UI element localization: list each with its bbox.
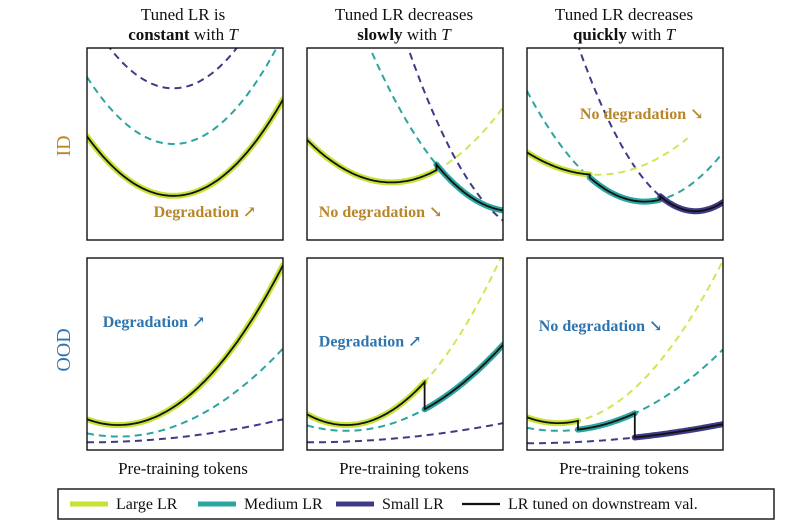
- panel-ood-col3-tuned-lr-line: [527, 411, 723, 439]
- panel-id-col3-annotation: No degradation ↘: [580, 106, 704, 123]
- legend-label-large-lr: Large LR: [116, 496, 178, 513]
- svg-text:quickly with T: quickly with T: [573, 25, 677, 44]
- panel-ood-col1-small-lr-dashed-0: [87, 418, 283, 444]
- panel-ood-col3-annotation: No degradation ↘: [539, 318, 663, 335]
- panel-ood-col1-annotation-text: Degradation: [103, 314, 192, 331]
- panel-id-col2-small-lr-dashed-0: [407, 48, 503, 222]
- panel-id-col2-tuned-lr-line: [307, 139, 503, 212]
- panel-id-col1-annotation-text: Degradation: [154, 204, 243, 221]
- column-title-2-rest: with: [403, 25, 442, 44]
- column-title-3-line1: Tuned LR decreases: [555, 5, 693, 24]
- panel-ood-col1-annotation: Degradation ↗: [103, 314, 206, 331]
- panel-ood-col3: No degradation ↘: [526, 257, 724, 451]
- panel-ood-col3-small-lr-dashed-0: [527, 423, 723, 445]
- legend-box: [57, 488, 775, 520]
- panel-id-col1-frame: [86, 47, 284, 241]
- column-title-1-line1: Tuned LR is: [141, 5, 225, 24]
- panel-id-col2-medium-lr-solid-4: [433, 161, 503, 214]
- panels: Degradation ↗ No degradation ↘No degradat…: [86, 47, 724, 451]
- legend-label-small-lr: Small LR: [382, 496, 444, 513]
- panel-ood-col3-large-lr-dashed-1: [527, 260, 723, 425]
- column-title-1: Tuned LR is constant with T: [128, 5, 239, 44]
- row-label-id: ID: [53, 135, 75, 156]
- x-axis-label-1: Pre-training tokens: [118, 459, 248, 478]
- column-title-2-var: T: [441, 25, 452, 44]
- column-title-1-rest: with: [190, 25, 229, 44]
- column-title-2: Tuned LR decreases slowly with T: [335, 5, 473, 44]
- panel-ood-col3-frame: [526, 257, 724, 451]
- panel-ood-col1-frame: [86, 257, 284, 451]
- column-title-3: Tuned LR decreases quickly with T: [555, 5, 693, 44]
- panel-ood-col2-frame: [306, 257, 504, 451]
- svg-text:constant with T: constant with T: [128, 25, 239, 44]
- column-title-2-emph: slowly: [357, 25, 403, 44]
- panel-id-col3-large-lr-dashed-2: [527, 137, 689, 176]
- legend-label-tuned-lr: LR tuned on downstream val.: [508, 496, 698, 513]
- panel-ood-col1-medium-lr-dashed-1: [87, 347, 283, 438]
- panel-id-col3-frame: [526, 47, 724, 241]
- panel-ood-col1-tuned-lr-line: [87, 264, 283, 426]
- panel-id-col2: No degradation ↘: [306, 47, 504, 241]
- panel-id-col1-tuned-lr-line: [87, 99, 283, 197]
- panel-id-col3-annotation-arrow-icon: ↘: [690, 106, 703, 123]
- panel-ood-col2-annotation: Degradation ↗: [319, 333, 422, 350]
- row-label-ood: OOD: [53, 328, 75, 371]
- panel-id-col2-frame: [306, 47, 504, 241]
- panel-id-col1-annotation: Degradation ↗: [154, 204, 257, 221]
- x-axis-label-3: Pre-training tokens: [559, 459, 689, 478]
- panel-ood-col2: Degradation ↗: [306, 257, 504, 451]
- legend-label-medium-lr: Medium LR: [244, 496, 323, 513]
- panel-id-col2-medium-lr-dashed-1: [368, 48, 503, 212]
- panel-id-col1-annotation-arrow-icon: ↗: [243, 204, 256, 221]
- column-title-3-rest: with: [627, 25, 666, 44]
- panel-ood-col1-annotation-arrow-icon: ↗: [192, 314, 205, 331]
- panel-id-col2-annotation: No degradation ↘: [319, 204, 443, 221]
- x-axis-label-2: Pre-training tokens: [339, 459, 469, 478]
- panel-id-col2-annotation-arrow-icon: ↘: [429, 204, 442, 221]
- panel-ood-col2-annotation-arrow-icon: ↗: [408, 333, 421, 350]
- panel-id-col1-large-lr-solid-2: [87, 96, 283, 199]
- legend: Large LR Medium LR Small LR LR tuned on …: [57, 488, 775, 520]
- column-title-2-line1: Tuned LR decreases: [335, 5, 473, 24]
- column-title-3-emph: quickly: [573, 25, 627, 44]
- panel-ood-col3-annotation-text: No degradation: [539, 318, 649, 335]
- panel-ood-col3-annotation-arrow-icon: ↘: [649, 318, 662, 335]
- panel-ood-col3-medium-lr-solid-4: [575, 410, 638, 433]
- panel-ood-col1-large-lr-solid-2: [87, 262, 283, 428]
- panel-id-col3-large-lr-solid-3: [527, 149, 593, 178]
- column-title-1-var: T: [228, 25, 239, 44]
- panel-id-col3: No degradation ↘: [526, 47, 724, 241]
- panel-id-col1: Degradation ↗: [86, 47, 284, 241]
- panel-ood-col2-annotation-text: Degradation: [319, 333, 408, 350]
- panel-ood-col2-tuned-lr-line: [307, 344, 503, 426]
- column-title-1-emph: constant: [128, 25, 190, 44]
- panel-ood-col1: Degradation ↗: [86, 257, 284, 451]
- panel-ood-col2-medium-lr-dashed-2: [307, 344, 503, 432]
- svg-text:slowly with T: slowly with T: [357, 25, 452, 44]
- panel-id-col2-annotation-text: No degradation: [319, 204, 429, 221]
- panel-id-col3-annotation-text: No degradation: [580, 106, 690, 123]
- column-title-3-var: T: [666, 25, 677, 44]
- panel-id-col3-tuned-lr-line: [527, 151, 723, 213]
- panel-id-col1-medium-lr-dashed-1: [87, 48, 278, 145]
- panel-ood-col2-small-lr-dashed-0: [307, 422, 503, 444]
- panel-id-col2-large-lr-solid-3: [307, 136, 440, 186]
- panel-ood-col2-medium-lr-solid-4: [421, 341, 503, 413]
